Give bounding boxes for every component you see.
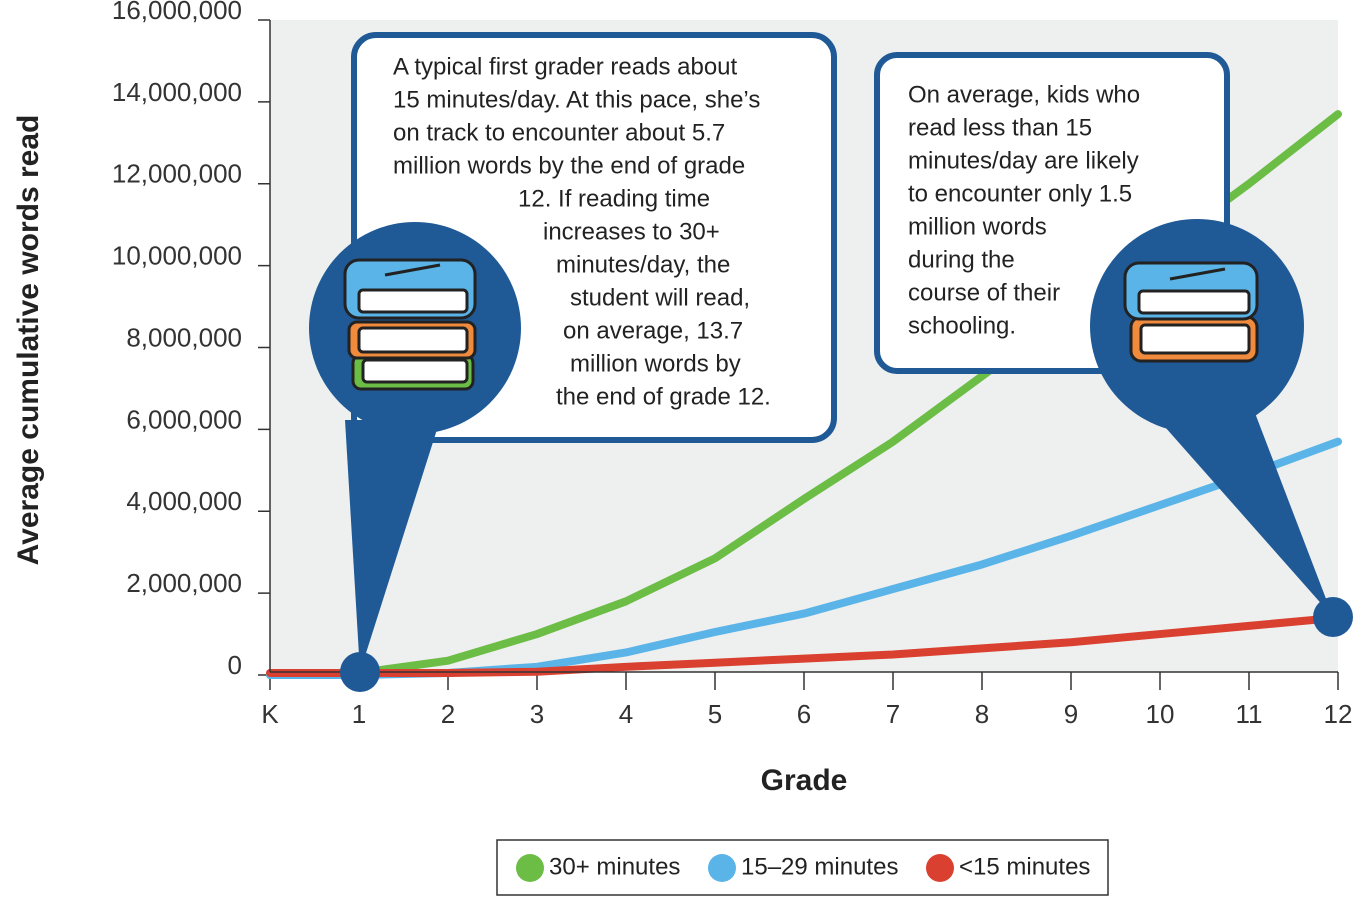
- annotation-line: A typical first grader reads about: [393, 53, 738, 80]
- y-tick-label: 14,000,000: [112, 77, 242, 107]
- annotation-line: minutes/day, the: [556, 251, 730, 278]
- x-axis-title: Grade: [761, 764, 848, 797]
- annotation-line: 12. If reading time: [518, 185, 710, 212]
- annotation-line: million words by the end of grade: [393, 152, 745, 179]
- line-series: [266, 613, 1342, 677]
- x-tick-label: 2: [441, 699, 455, 729]
- annotation-line: million words by: [570, 350, 741, 377]
- callout-pin: [1090, 219, 1353, 637]
- x-tick-label: 5: [708, 699, 722, 729]
- x-tick-label: 4: [619, 699, 633, 729]
- annotation-line: minutes/day are likely: [908, 147, 1139, 174]
- annotation-line: read less than 15: [908, 114, 1092, 141]
- y-tick-label: 12,000,000: [112, 159, 242, 189]
- y-tick-label: 16,000,000: [112, 0, 242, 25]
- x-tick-label: 9: [1064, 699, 1078, 729]
- y-axis-title: Average cumulative words read: [12, 115, 45, 566]
- annotation-line: On average, kids who: [908, 81, 1140, 108]
- x-tick-label: 1: [352, 699, 366, 729]
- y-tick-label: 10,000,000: [112, 241, 242, 271]
- x-tick-label: 3: [530, 699, 544, 729]
- y-tick-label: 6,000,000: [126, 404, 242, 434]
- annotation-line: the end of grade 12.: [556, 383, 771, 410]
- y-tick-label: 8,000,000: [126, 322, 242, 352]
- annotation-line: student will read,: [570, 284, 750, 311]
- annotation-line: to encounter only 1.5: [908, 180, 1132, 207]
- annotation-line: 15 minutes/day. At this pace, she’s: [393, 86, 760, 113]
- annotation-line: million words: [908, 213, 1047, 240]
- annotation-line: on track to encounter about 5.7: [393, 119, 725, 146]
- x-tick-label: K: [261, 699, 279, 729]
- callout-pin: [309, 222, 521, 692]
- x-tick-label: 7: [886, 699, 900, 729]
- x-tick-label: 6: [797, 699, 811, 729]
- x-tick-label: 11: [1236, 699, 1263, 729]
- annotation-line: course of their: [908, 279, 1060, 306]
- legend-marker: [708, 854, 736, 882]
- legend-label: <15 minutes: [959, 853, 1090, 880]
- legend-marker: [516, 854, 544, 882]
- annotation-line: schooling.: [908, 312, 1016, 339]
- annotation-line: during the: [908, 246, 1015, 273]
- legend-label: 30+ minutes: [549, 853, 680, 880]
- y-tick-label: 2,000,000: [126, 568, 242, 598]
- annotation-line: on average, 13.7: [563, 317, 743, 344]
- x-tick-label: 10: [1146, 699, 1175, 729]
- legend: [496, 839, 1109, 896]
- x-tick-label: 8: [975, 699, 989, 729]
- x-tick-label: 12: [1324, 699, 1353, 729]
- annotation-line: increases to 30+: [543, 218, 720, 245]
- y-tick-label: 0: [228, 650, 242, 680]
- y-tick-label: 4,000,000: [126, 486, 242, 516]
- legend-label: 15–29 minutes: [741, 853, 898, 880]
- legend-marker: [926, 854, 954, 882]
